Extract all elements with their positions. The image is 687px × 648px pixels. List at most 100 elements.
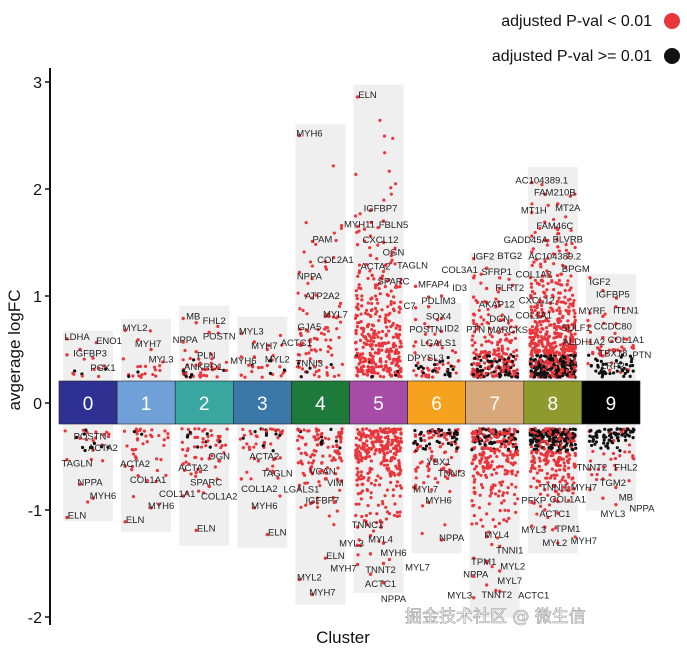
significant-point [140,373,144,377]
significant-point [414,476,418,480]
significant-point [383,320,388,324]
significant-point [534,363,538,367]
significant-point [588,330,593,334]
significant-point [568,345,572,349]
labeled-gene-point [556,202,560,206]
significant-point [356,427,360,432]
nonsignificant-point [587,353,591,357]
nonsignificant-point [599,369,603,373]
significant-point [555,443,559,447]
significant-point [185,363,189,367]
significant-point [360,435,364,439]
gene-label: POSTN [74,431,107,442]
significant-point [631,456,635,460]
significant-point [378,357,383,361]
nonsignificant-point [514,445,519,449]
significant-point [528,331,532,335]
significant-point [573,346,577,350]
significant-point [556,492,560,496]
labeled-gene-point [239,331,243,336]
significant-point [200,367,205,371]
labeled-gene-point [239,373,243,377]
significant-point [551,483,556,488]
labeled-gene-point [149,347,153,352]
significant-point [570,346,574,350]
labeled-gene-point [239,477,243,481]
labeled-gene-point [556,511,560,515]
labeled-gene-point [181,494,185,498]
labeled-gene-point [368,253,373,258]
significant-point [384,363,388,368]
significant-point [570,333,574,337]
significant-point [304,352,308,356]
significant-point [331,444,335,449]
significant-point [376,226,380,230]
nonsignificant-point [593,442,597,446]
significant-point [324,267,329,271]
significant-point [224,360,229,364]
significant-point [355,473,359,477]
significant-point [557,459,561,463]
significant-point [383,453,387,457]
significant-point [505,337,509,341]
nonsignificant-point [271,449,275,453]
significant-point [538,483,542,487]
gene-label: MYH6 [425,496,451,507]
significant-point [565,282,569,287]
nonsignificant-point [416,366,421,370]
significant-point [501,491,506,495]
significant-point [482,361,487,365]
significant-point [312,435,316,439]
significant-point [198,470,203,474]
nonsignificant-point [538,432,542,436]
nonsignificant-point [609,439,613,443]
gene-label: DPYSL3 [407,353,443,364]
significant-point [80,374,84,378]
significant-point [567,498,571,503]
nonsignificant-point [419,365,423,369]
significant-point [371,529,376,533]
gene-label: NPPA [629,504,655,515]
significant-point [182,468,187,472]
significant-point [529,352,533,356]
significant-point [450,440,454,444]
significant-point [553,332,557,336]
gene-label: IGF2 [473,252,494,263]
significant-point [513,371,517,376]
significant-point [374,312,378,316]
nonsignificant-point [547,446,551,450]
gene-label: FAM46C [536,221,573,232]
significant-point [384,341,388,346]
significant-point [373,371,377,375]
significant-point [535,471,539,475]
cluster-range-band [295,124,346,605]
nonsignificant-point [569,366,574,371]
significant-point [553,340,557,345]
significant-point [325,365,329,369]
significant-point [387,169,391,173]
gene-label: TBX18 [598,349,627,360]
significant-point [622,307,626,311]
labeled-gene-point [601,496,605,500]
gene-label: ELN [68,510,87,521]
labeled-gene-point [136,474,140,478]
significant-point [377,330,381,334]
significant-point [566,319,570,323]
significant-point [490,431,495,435]
nonsignificant-point [481,368,485,372]
significant-point [216,438,220,442]
significant-point [478,436,482,441]
significant-point [613,456,618,461]
gene-label: IGFBP7 [306,496,340,507]
significant-point [357,283,361,287]
significant-point [610,339,614,343]
significant-point [550,361,554,365]
significant-point [378,281,382,285]
gene-label: COL2A1 [317,255,353,266]
significant-point [243,375,247,379]
significant-point [387,353,391,357]
nonsignificant-point [104,367,108,371]
significant-point [361,428,365,432]
significant-point [471,474,476,478]
significant-point [338,301,343,305]
